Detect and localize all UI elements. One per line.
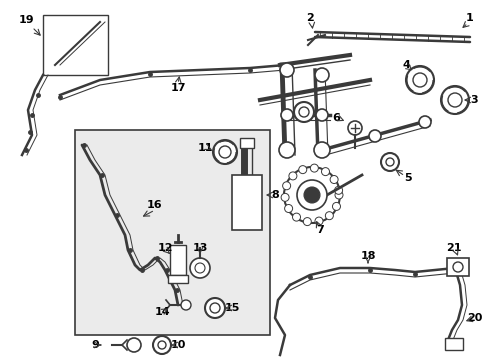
Circle shape: [204, 298, 224, 318]
Circle shape: [127, 338, 141, 352]
Circle shape: [158, 341, 165, 349]
Circle shape: [314, 68, 328, 82]
Text: 16: 16: [147, 200, 163, 210]
Circle shape: [418, 116, 430, 128]
Circle shape: [347, 121, 361, 135]
Text: 9: 9: [91, 340, 99, 350]
Circle shape: [385, 158, 393, 166]
Text: 13: 13: [192, 243, 207, 253]
Circle shape: [296, 180, 326, 210]
Text: 12: 12: [157, 243, 172, 253]
Circle shape: [310, 164, 318, 172]
Circle shape: [213, 140, 237, 164]
Text: 15: 15: [224, 303, 239, 313]
Circle shape: [329, 176, 337, 184]
Text: 21: 21: [446, 243, 461, 253]
Circle shape: [405, 66, 433, 94]
Circle shape: [281, 109, 292, 121]
Circle shape: [304, 187, 319, 203]
Text: 1: 1: [465, 13, 473, 23]
Text: 11: 11: [197, 143, 212, 153]
Circle shape: [325, 212, 333, 220]
Bar: [170, 245, 185, 275]
Circle shape: [313, 142, 329, 158]
Text: 2: 2: [305, 13, 313, 23]
Bar: [43, 15, 108, 75]
Circle shape: [315, 109, 327, 121]
Circle shape: [284, 204, 292, 212]
Circle shape: [368, 130, 380, 142]
Circle shape: [452, 262, 462, 272]
Circle shape: [190, 258, 209, 278]
Circle shape: [303, 217, 311, 226]
Text: 14: 14: [155, 307, 170, 317]
Circle shape: [293, 102, 313, 122]
Circle shape: [209, 303, 220, 313]
Circle shape: [292, 213, 300, 221]
Text: 3: 3: [469, 95, 477, 105]
Text: 5: 5: [404, 173, 411, 183]
Circle shape: [279, 142, 294, 158]
Circle shape: [288, 172, 296, 180]
Circle shape: [153, 336, 171, 354]
Circle shape: [314, 217, 323, 225]
Text: 4: 4: [401, 60, 409, 70]
Text: 17: 17: [170, 83, 185, 93]
Circle shape: [298, 107, 308, 117]
Text: 18: 18: [360, 251, 375, 261]
Bar: [444, 338, 462, 350]
Circle shape: [332, 202, 340, 210]
Circle shape: [447, 93, 461, 107]
Circle shape: [181, 300, 191, 310]
Circle shape: [440, 86, 468, 114]
Circle shape: [219, 146, 230, 158]
Text: 10: 10: [170, 340, 185, 350]
Circle shape: [282, 182, 290, 190]
Circle shape: [334, 191, 342, 199]
Text: 7: 7: [315, 225, 323, 235]
Text: 6: 6: [331, 113, 339, 123]
Bar: [446, 258, 468, 276]
Bar: [75, 130, 269, 335]
Circle shape: [334, 186, 342, 194]
Circle shape: [321, 168, 329, 176]
Circle shape: [281, 193, 288, 201]
Bar: [168, 275, 187, 283]
Text: 19: 19: [19, 15, 35, 25]
Text: 8: 8: [270, 190, 278, 200]
Bar: [240, 138, 253, 148]
Text: 20: 20: [467, 313, 482, 323]
Circle shape: [298, 166, 306, 174]
Circle shape: [195, 263, 204, 273]
Circle shape: [380, 153, 398, 171]
Circle shape: [280, 63, 293, 77]
Bar: [231, 175, 262, 230]
Circle shape: [412, 73, 426, 87]
Circle shape: [284, 167, 339, 223]
